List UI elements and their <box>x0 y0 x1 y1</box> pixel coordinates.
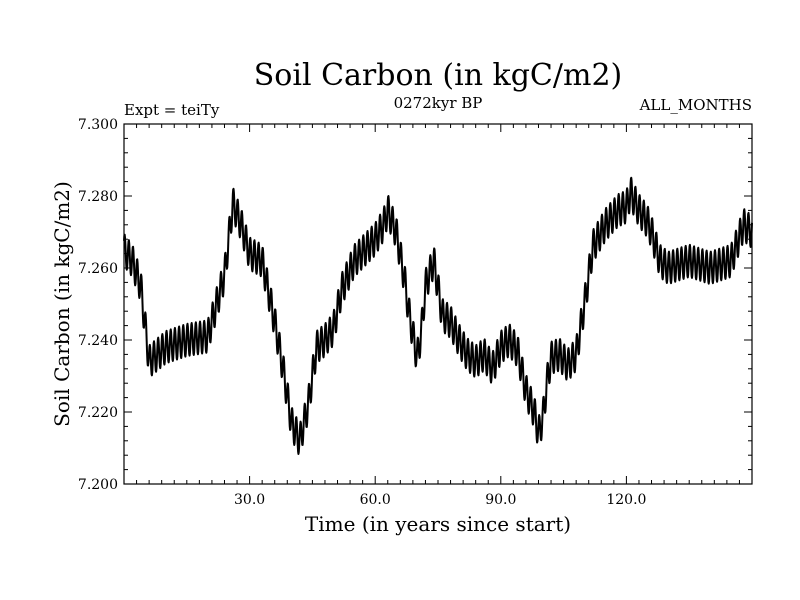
x-tick-label: 90.0 <box>485 492 516 508</box>
y-tick-label: 7.240 <box>78 333 118 349</box>
y-tick-label: 7.300 <box>78 117 118 133</box>
x-tick-label: 120.0 <box>606 492 646 508</box>
x-tick-label: 60.0 <box>360 492 391 508</box>
chart-title: Soil Carbon (in kgC/m2) <box>254 58 622 93</box>
experiment-label: Expt = teiTy <box>124 101 220 119</box>
x-tick-label: 30.0 <box>234 492 265 508</box>
y-axis-label: Soil Carbon (in kgC/m2) <box>50 181 74 427</box>
x-axis-label: Time (in years since start) <box>305 512 571 536</box>
chart-subtitle: 0272kyr BP <box>394 94 483 112</box>
y-axis: 7.200 7.220 7.240 7.260 7.280 7.300 <box>78 117 752 493</box>
y-tick-label: 7.260 <box>78 261 118 277</box>
soil-carbon-series-line <box>123 176 753 455</box>
x-axis: 30.0 60.0 90.0 120.0 <box>136 124 740 508</box>
y-tick-label: 7.200 <box>78 477 118 493</box>
months-label: ALL_MONTHS <box>639 96 752 114</box>
y-tick-label: 7.280 <box>78 189 118 205</box>
y-tick-label: 7.220 <box>78 405 118 421</box>
plot-frame <box>123 123 753 485</box>
